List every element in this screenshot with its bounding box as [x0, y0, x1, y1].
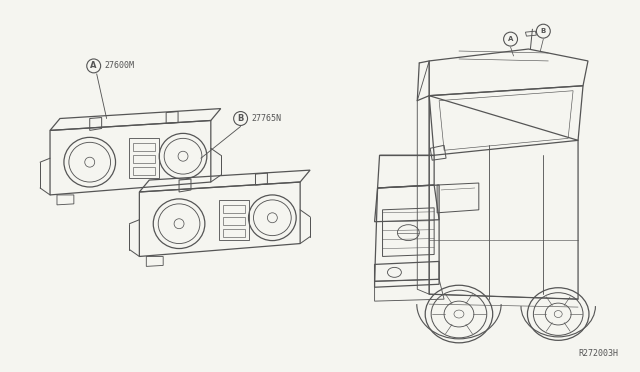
Text: A: A: [508, 36, 513, 42]
Text: 27765N: 27765N: [252, 114, 282, 123]
Text: B: B: [237, 114, 244, 123]
Text: B: B: [541, 28, 546, 34]
Text: R272003H: R272003H: [578, 349, 618, 358]
Text: A: A: [90, 61, 97, 70]
Text: 27600M: 27600M: [104, 61, 134, 70]
